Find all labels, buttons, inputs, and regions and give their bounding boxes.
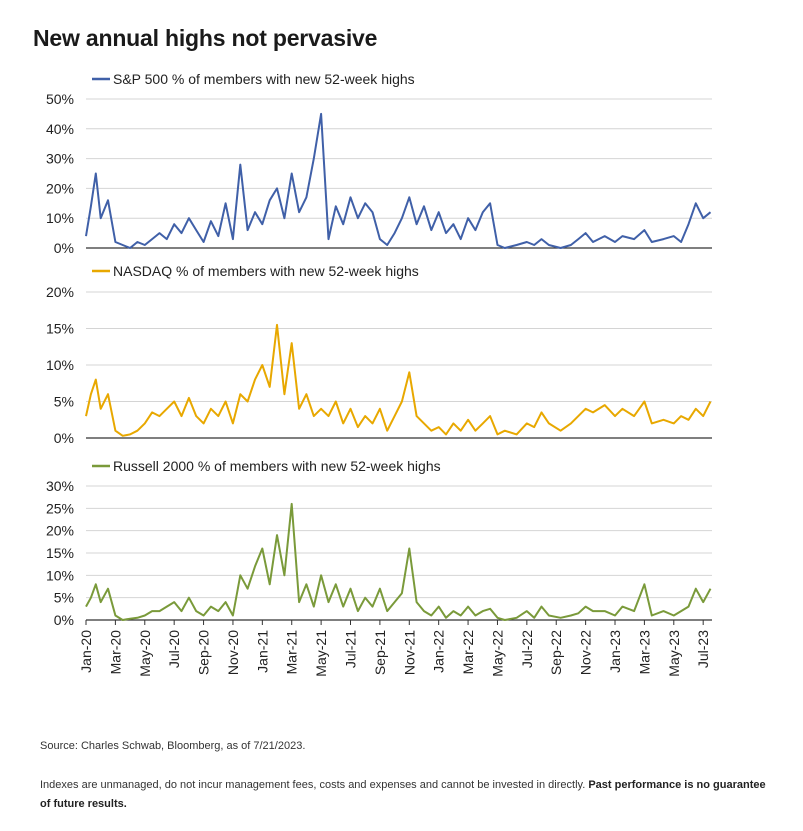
x-tick-label: Jul-22 [519, 630, 535, 668]
x-tick-label: May-22 [489, 630, 505, 677]
y-tick-label: 0% [54, 430, 74, 446]
y-tick-label: 30% [46, 151, 74, 167]
disclaimer-text: Indexes are unmanaged, do not incur mana… [40, 779, 586, 791]
y-tick-label: 5% [54, 394, 74, 410]
y-tick-label: 40% [46, 121, 74, 137]
x-tick-label: Jul-23 [695, 630, 711, 668]
x-tick-label: Nov-22 [578, 630, 594, 675]
x-tick-label: Nov-20 [225, 630, 241, 675]
y-tick-label: 30% [46, 478, 74, 494]
x-tick-label: Sep-21 [372, 630, 388, 675]
x-tick-label: Sep-20 [196, 630, 212, 675]
x-tick-label: Nov-21 [401, 630, 417, 675]
x-tick-label: Jul-20 [166, 630, 182, 668]
x-tick-label: Jan-21 [254, 630, 270, 673]
chart-title: New annual highs not pervasive [33, 25, 378, 51]
series-line [85, 112, 712, 249]
source-note: Source: Charles Schwab, Bloomberg, as of… [40, 740, 306, 752]
y-tick-label: 0% [54, 612, 74, 628]
legend-label: NASDAQ % of members with new 52-week hig… [113, 263, 419, 279]
y-tick-label: 15% [46, 545, 74, 561]
x-tick-label: May-23 [666, 630, 682, 677]
x-tick-label: Mar-22 [460, 630, 476, 675]
y-tick-label: 20% [46, 180, 74, 196]
y-tick-label: 10% [46, 210, 74, 226]
x-tick-label: Mar-23 [636, 630, 652, 675]
y-tick-label: 10% [46, 357, 74, 373]
y-tick-label: 10% [46, 567, 74, 583]
y-tick-label: 25% [46, 500, 74, 516]
x-tick-label: Mar-21 [284, 630, 300, 675]
x-tick-label: Jul-21 [343, 630, 359, 668]
series-line [85, 502, 712, 621]
y-tick-label: 0% [54, 240, 74, 256]
y-tick-label: 5% [54, 590, 74, 606]
y-tick-label: 15% [46, 321, 74, 337]
x-tick-label: May-20 [137, 630, 153, 677]
x-tick-label: Jan-20 [78, 630, 94, 673]
x-tick-label: Mar-20 [107, 630, 123, 675]
x-tick-label: Jan-22 [431, 630, 447, 673]
disclaimer-bold-text: Past performance is no guarantee of futu… [40, 779, 766, 810]
y-tick-label: 50% [46, 91, 74, 107]
disclaimer-note: Indexes are unmanaged, do not incur mana… [40, 776, 775, 814]
x-tick-label: May-21 [313, 630, 329, 677]
x-tick-label: Sep-22 [548, 630, 564, 675]
chart-area: 0% 10% 20% 30% 40% 50% S&P 500 % of members wi… [46, 71, 712, 677]
y-tick-label: 20% [46, 284, 74, 300]
legend-label: S&P 500 % of members with new 52-week hi… [113, 71, 415, 87]
series-line [85, 323, 712, 437]
y-tick-label: 20% [46, 523, 74, 539]
x-tick-label: Jan-23 [607, 630, 623, 673]
legend-label: Russell 2000 % of members with new 52-we… [113, 458, 441, 474]
